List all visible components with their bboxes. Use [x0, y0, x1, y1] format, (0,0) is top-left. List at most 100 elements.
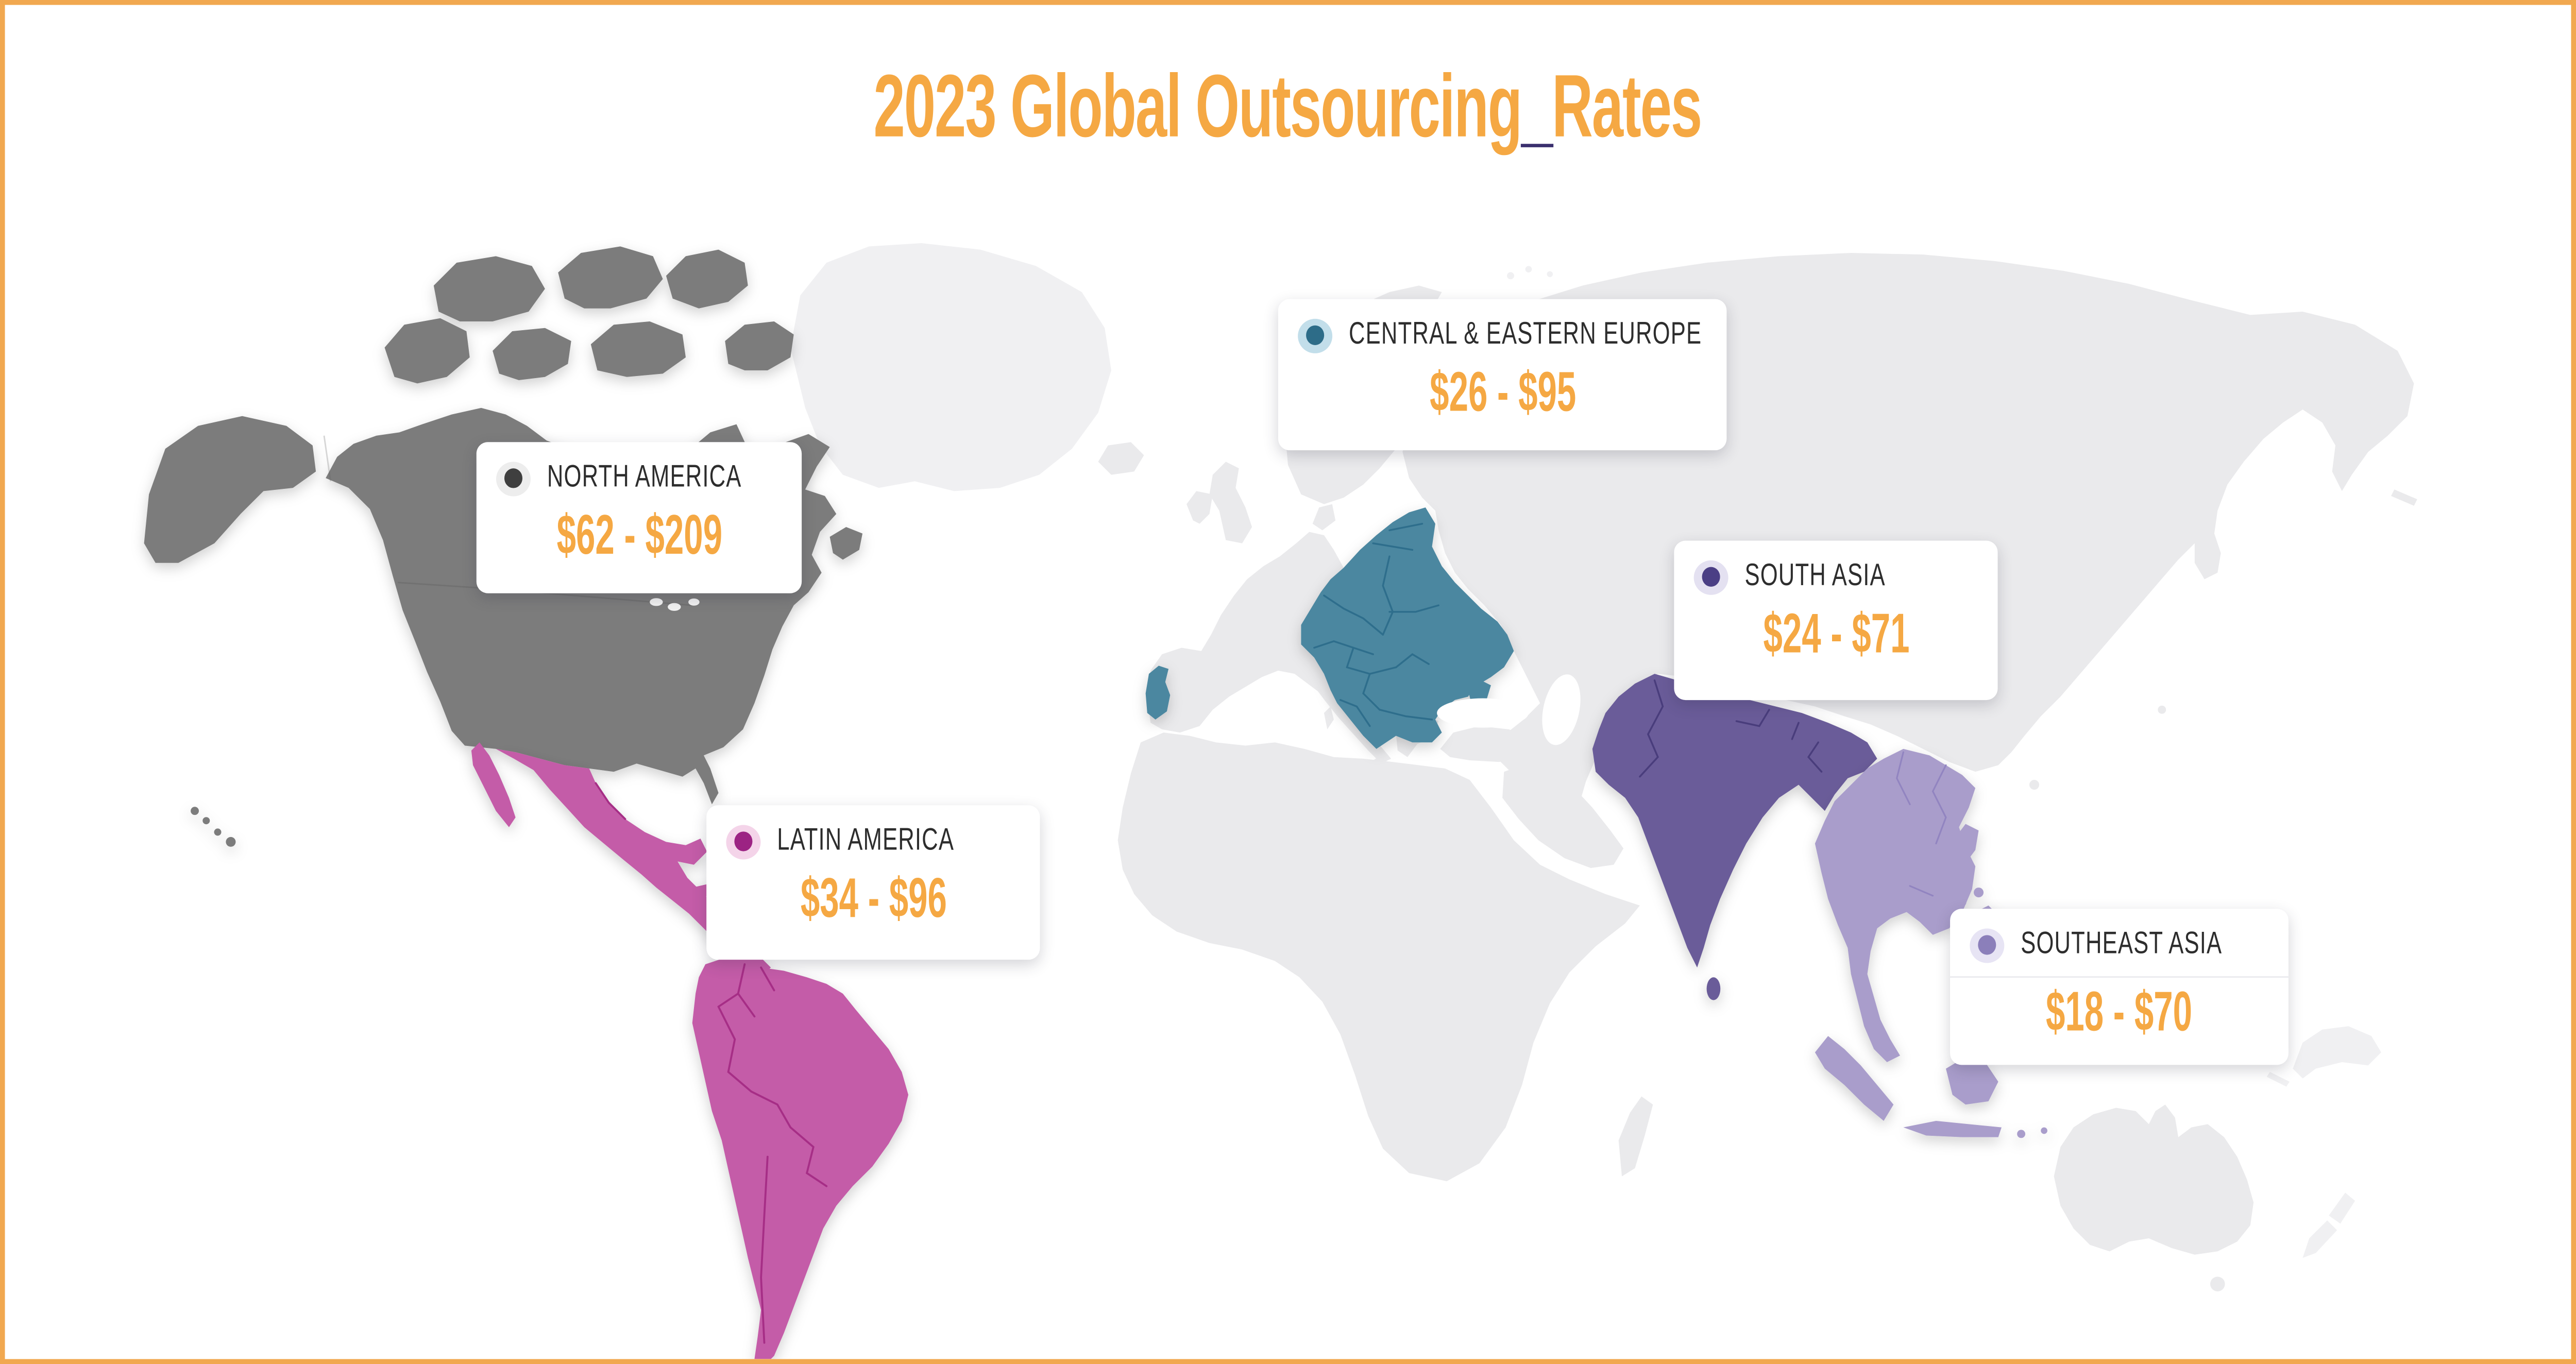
pin-dot-icon [734, 831, 753, 851]
svalbard-island [1547, 271, 1553, 277]
mexico-central-america [496, 748, 740, 953]
border-line [750, 1090, 792, 1129]
great-lake [650, 598, 663, 606]
border-line [1639, 679, 1664, 778]
sea-country-borders [1896, 751, 1947, 897]
border-line [1323, 594, 1384, 636]
western-europe [1147, 532, 1344, 733]
region-rate-row: $26 - $95 [1278, 365, 1727, 420]
card-header-row: SOUTH ASIA [1674, 555, 1997, 598]
border-line [1807, 741, 1823, 773]
region-label-wrap: SOUTH ASIA [1744, 560, 1940, 593]
title-part2: Rates [1552, 57, 1703, 157]
region-label: SOUTH ASIA [1744, 558, 1886, 593]
south-america [692, 958, 909, 1359]
world-map [144, 243, 2417, 1359]
border-line [1339, 699, 1371, 727]
taiwan [2158, 705, 2166, 714]
hawaii-island [226, 837, 236, 847]
map-pin-icon [1693, 559, 1728, 594]
cee-cluster [1301, 507, 1514, 749]
hawaii-island [214, 828, 222, 836]
region-rate: $18 - $70 [2046, 981, 2193, 1044]
map-region-south-asia [1592, 674, 1877, 1000]
region-label-wrap: CENTRAL & EASTERN EUROPE [1349, 319, 1839, 352]
arctic-island [666, 249, 748, 309]
region-rate-row: $18 - $70 [1950, 984, 2289, 1040]
region-card-southeast-asia: SOUTHEAST ASIA $18 - $70 [1950, 909, 2289, 1065]
philippine-island [1960, 874, 1971, 884]
border-line [1791, 722, 1800, 740]
alaska [144, 416, 316, 563]
sardinia [1324, 706, 1334, 729]
tasmania [2210, 1276, 2225, 1291]
border-line [1346, 646, 1354, 669]
great-britain [1209, 462, 1252, 543]
caspian-sea [1542, 674, 1581, 745]
region-rate-row: $34 - $96 [706, 871, 1040, 927]
borneo [1945, 1059, 1998, 1105]
australia [2054, 1104, 2254, 1255]
map-region-central-eastern-europe [1145, 507, 1514, 749]
sri-lanka [1706, 977, 1721, 1000]
portugal [1145, 666, 1171, 720]
new-guinea [2293, 1026, 2381, 1079]
great-lake [688, 598, 700, 606]
title-part1: 2023 Global Outsourcing [874, 57, 1523, 157]
denmark [1312, 504, 1336, 531]
region-rate-row: $62 - $209 [477, 508, 802, 564]
new-zealand-south [2302, 1220, 2337, 1258]
region-rate: $34 - $96 [800, 867, 946, 930]
region-label: CENTRAL & EASTERN EUROPE [1348, 317, 1702, 352]
pin-dot-icon [1306, 325, 1325, 345]
newfoundland [829, 527, 863, 560]
card-header-row: NORTH AMERICA [477, 457, 802, 500]
border-line [1909, 885, 1934, 897]
philippine-island [1958, 898, 1967, 907]
card-header-row: LATIN AMERICA [706, 820, 1040, 863]
baja-california [471, 742, 516, 827]
border-line [760, 1155, 769, 1344]
south-america-country-borders [595, 782, 828, 1344]
java [1903, 1121, 2002, 1137]
border-line [717, 1005, 752, 1093]
border-line [1896, 751, 1911, 806]
black-sea [1437, 698, 1529, 728]
region-card-south-asia: SOUTH ASIA $24 - $71 [1674, 540, 1998, 701]
ireland [1187, 491, 1213, 524]
border-line [1388, 523, 1423, 532]
page-title-text: 2023 Global Outsourcing_Rates [874, 57, 1703, 157]
region-label-wrap: LATIN AMERICA [777, 825, 1023, 858]
svalbard-island [1507, 272, 1515, 280]
new-zealand-north [2329, 1192, 2355, 1224]
region-card-latin-america: LATIN AMERICA $34 - $96 [706, 805, 1040, 960]
arctic-island [384, 318, 470, 384]
hawaii-island [191, 807, 199, 815]
border-line [1395, 653, 1430, 669]
region-label-wrap: SOUTHEAST ASIA [2021, 929, 2300, 962]
map-pin-icon [726, 824, 761, 859]
arctic-island [493, 328, 571, 381]
map-pin-icon [1298, 318, 1333, 353]
indonesian-island [2041, 1127, 2047, 1134]
pin-dot-icon [1702, 567, 1720, 587]
card-header-row: CENTRAL & EASTERN EUROPE [1278, 314, 1727, 356]
region-label: LATIN AMERICA [777, 823, 955, 858]
region-card-north-america: NORTH AMERICA $62 - $209 [476, 442, 802, 593]
border-line [1379, 709, 1433, 721]
border-line [1388, 604, 1439, 613]
border-line [1313, 640, 1374, 655]
map-region-southeast-asia [1815, 748, 2047, 1138]
hainan [2029, 780, 2040, 790]
arctic-island [725, 321, 794, 371]
arctic-island [590, 321, 686, 377]
hawaii-island [202, 817, 210, 825]
border-line [1931, 764, 1947, 845]
alaska-border [323, 435, 332, 482]
region-card-central-eastern-europe: CENTRAL & EASTERN EUROPE $26 - $95 [1278, 299, 1727, 451]
border-line [717, 993, 739, 1008]
philippine-island [1973, 888, 1984, 898]
map-pin-icon [496, 461, 531, 496]
